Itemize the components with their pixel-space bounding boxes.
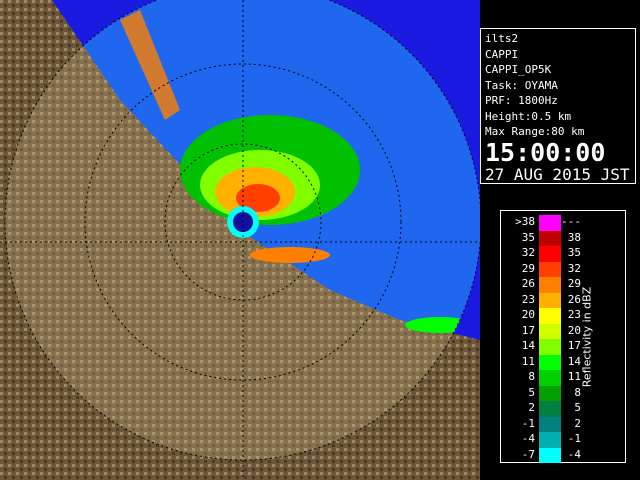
legend-high: 11 [567, 370, 581, 383]
legend-swatch [539, 339, 561, 355]
legend-low: 14 [521, 339, 535, 352]
legend-row: 20 23 [501, 308, 601, 324]
legend-swatch [539, 385, 561, 401]
legend-low: 17 [521, 323, 535, 337]
legend-low: 35 [521, 230, 535, 244]
info-line: ilts2 [485, 32, 519, 45]
legend-row: -7 -4 [501, 447, 601, 463]
legend-swatch [539, 261, 561, 277]
legend-row: 35 38 [501, 230, 601, 246]
legend-row: 17 20 [501, 323, 601, 339]
legend-low: 8 [528, 370, 535, 383]
legend-low: 29 [521, 261, 535, 275]
legend-high: 17 [567, 339, 581, 352]
info-line: PRF: 1800Hz [485, 94, 558, 107]
echo [236, 184, 280, 212]
legend-swatch [539, 447, 561, 463]
legend-high: 32 [567, 261, 581, 275]
legend-swatch [539, 277, 561, 293]
legend-high: 5 [574, 401, 581, 414]
range-rings [0, 0, 480, 480]
land-inner [5, 0, 480, 460]
legend-swatch [539, 432, 561, 448]
legend-high: -1 [567, 432, 581, 445]
date: 27 AUG 2015 JST [485, 164, 630, 184]
legend-swatch [539, 215, 561, 231]
legend-high: -4 [567, 447, 581, 461]
legend-swatch [539, 401, 561, 417]
legend-low: -7 [521, 447, 535, 461]
legend-low: -4 [521, 432, 535, 445]
legend-low: 20 [521, 308, 535, 321]
legend-swatch [539, 416, 561, 432]
legend-low: 26 [521, 277, 535, 290]
legend-row: 23 26 [501, 292, 601, 308]
legend-row: 32 35 [501, 246, 601, 262]
legend-row: 14 17 [501, 339, 601, 355]
legend-high: 38 [567, 230, 581, 244]
land-tint [5, 0, 480, 460]
legend-low: 23 [521, 292, 535, 306]
echo-band [120, 10, 180, 120]
legend-low: 32 [521, 246, 535, 259]
legend-low: >38 [515, 215, 535, 228]
legend-low: -1 [521, 416, 535, 430]
legend-low: 5 [528, 385, 535, 399]
info-line: Task: OYAMA [485, 78, 558, 92]
legend-swatch [539, 308, 561, 324]
echo [250, 247, 330, 263]
legend-high: 8 [574, 385, 581, 399]
legend: Reflectivity in dBZ >38 --- 35 38 32 35 29 32 26… [500, 210, 626, 463]
info-panel: ilts2 CAPPI CAPPI_OP5K Task: OYAMA PRF: 1800… [480, 28, 636, 184]
ring [84, 63, 402, 381]
legend-low: 11 [521, 354, 535, 368]
legend-high: 20 [567, 323, 581, 337]
legend-row: >38 --- [501, 215, 601, 231]
legend-high: 29 [567, 277, 581, 290]
legend-swatch [539, 230, 561, 246]
legend-low: 2 [528, 401, 535, 414]
legend-swatch [539, 370, 561, 386]
legend-high: 35 [567, 246, 581, 259]
legend-high: 23 [567, 308, 581, 321]
radar-map [0, 0, 480, 480]
legend-high: 14 [567, 354, 581, 368]
info-line: Max Range:80 km [485, 125, 585, 138]
legend-swatch [539, 292, 561, 308]
legend-row: 26 29 [501, 277, 601, 293]
legend-row: -1 2 [501, 416, 601, 432]
info-line: CAPPI [485, 47, 519, 61]
legend-swatch [539, 323, 561, 339]
legend-swatch [539, 354, 561, 370]
legend-row: 8 11 [501, 370, 601, 386]
legend-high: 2 [574, 416, 581, 430]
ring [164, 143, 322, 301]
legend-row: -4 -1 [501, 432, 601, 448]
legend-high: --- [561, 215, 581, 228]
legend-row: 11 14 [501, 354, 601, 370]
legend-row: 29 32 [501, 261, 601, 277]
info-line: Height:0.5 km [485, 109, 572, 123]
legend-high: 26 [567, 292, 581, 306]
time: 15:00:00 [485, 137, 606, 167]
info-line: CAPPI_OP5K [485, 63, 552, 76]
legend-swatch [539, 246, 561, 262]
